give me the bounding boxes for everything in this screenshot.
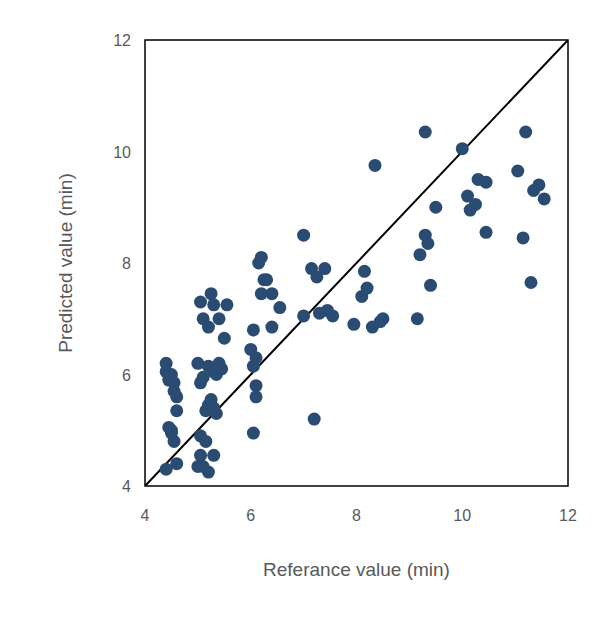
point bbox=[519, 125, 532, 138]
point bbox=[194, 449, 207, 462]
point bbox=[538, 192, 551, 205]
point bbox=[480, 176, 493, 189]
point bbox=[247, 360, 260, 373]
y-tick-label: 4 bbox=[122, 478, 131, 495]
point bbox=[205, 287, 218, 300]
x-tick-label: 4 bbox=[141, 507, 150, 524]
x-tick-label: 6 bbox=[246, 507, 255, 524]
point bbox=[170, 404, 183, 417]
point bbox=[469, 198, 482, 211]
point bbox=[207, 298, 220, 311]
identity-line bbox=[145, 40, 568, 486]
point bbox=[413, 248, 426, 261]
point bbox=[265, 287, 278, 300]
point bbox=[297, 229, 310, 242]
y-tick-label: 10 bbox=[113, 144, 131, 161]
point bbox=[197, 371, 210, 384]
point bbox=[318, 262, 331, 275]
point bbox=[369, 159, 382, 172]
point bbox=[347, 318, 360, 331]
y-tick-label: 12 bbox=[113, 32, 131, 49]
chart: 4 6 8 10 12 4 6 8 10 12 Referance value (min) Predi… bbox=[0, 0, 600, 619]
point bbox=[247, 323, 260, 336]
plot-area bbox=[145, 40, 568, 486]
point bbox=[218, 332, 231, 345]
y-tick-label: 8 bbox=[122, 255, 131, 272]
y-axis-title: Predicted value (min) bbox=[55, 173, 76, 353]
point bbox=[273, 301, 286, 314]
x-tick-label: 8 bbox=[352, 507, 361, 524]
point bbox=[207, 449, 220, 462]
point bbox=[511, 165, 524, 178]
point bbox=[210, 368, 223, 381]
x-tick-label: 10 bbox=[453, 507, 471, 524]
point bbox=[260, 273, 273, 286]
point bbox=[358, 265, 371, 278]
point bbox=[255, 251, 268, 264]
point bbox=[247, 427, 260, 440]
point bbox=[326, 309, 339, 322]
plot-frame bbox=[145, 40, 568, 486]
point bbox=[194, 296, 207, 309]
point bbox=[265, 321, 278, 334]
point bbox=[220, 298, 233, 311]
point bbox=[168, 435, 181, 448]
x-tick-label: 12 bbox=[559, 507, 577, 524]
point bbox=[165, 424, 178, 437]
point bbox=[480, 226, 493, 239]
point bbox=[250, 379, 263, 392]
point bbox=[456, 142, 469, 155]
point bbox=[170, 390, 183, 403]
point bbox=[210, 407, 223, 420]
point bbox=[191, 460, 204, 473]
point bbox=[429, 201, 442, 214]
point bbox=[202, 321, 215, 334]
point bbox=[308, 413, 321, 426]
point bbox=[361, 282, 374, 295]
y-tick-label: 6 bbox=[122, 367, 131, 384]
point bbox=[297, 309, 310, 322]
point bbox=[517, 231, 530, 244]
point bbox=[213, 312, 226, 325]
point bbox=[376, 312, 389, 325]
point bbox=[421, 237, 434, 250]
point bbox=[424, 279, 437, 292]
point bbox=[524, 276, 537, 289]
x-axis-title: Referance value (min) bbox=[263, 559, 450, 580]
point bbox=[199, 435, 212, 448]
point bbox=[170, 457, 183, 470]
point bbox=[419, 125, 432, 138]
point bbox=[532, 178, 545, 191]
point bbox=[250, 390, 263, 403]
point bbox=[411, 312, 424, 325]
